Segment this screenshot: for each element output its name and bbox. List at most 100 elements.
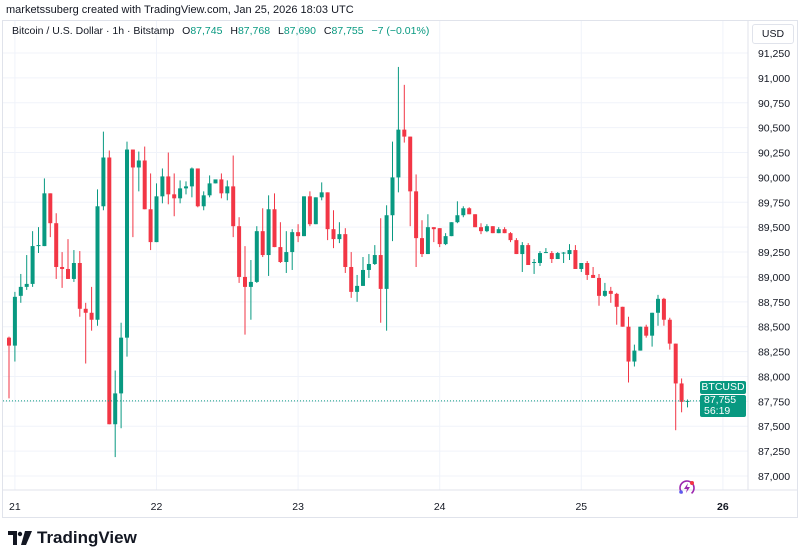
candle-body: [591, 274, 596, 278]
candle-body: [449, 222, 454, 237]
candle: [496, 227, 501, 234]
candle-body: [414, 191, 419, 239]
lightning-alert-icon[interactable]: [677, 478, 697, 498]
candle-body: [526, 245, 531, 265]
candle: [189, 167, 194, 198]
candle: [384, 205, 389, 331]
candle-body: [313, 197, 318, 225]
candle: [296, 224, 301, 243]
tradingview-logo-icon: [8, 531, 32, 545]
candle: [473, 214, 478, 228]
candle-body: [142, 160, 147, 210]
price-tick-label: 89,000: [758, 272, 790, 284]
candle-body: [496, 229, 501, 234]
candle: [514, 238, 519, 255]
candle-body: [296, 232, 301, 237]
candle: [254, 226, 259, 283]
price-tick-label: 89,250: [758, 247, 790, 259]
candlestick-chart[interactable]: 91,250 91,000 90,750 90,500 90,250 90,000 89,7…: [0, 0, 800, 520]
close-label: C: [323, 25, 332, 37]
candle-body: [225, 186, 230, 194]
time-tick-label: 23: [292, 501, 304, 513]
candle: [7, 336, 11, 399]
low-value: 87,690: [283, 25, 316, 37]
price-tick-label: 91,250: [758, 48, 790, 60]
candle-body: [125, 149, 129, 338]
candle-body: [384, 215, 389, 289]
candle-body: [620, 306, 625, 327]
candle-body: [585, 263, 590, 275]
price-tick-label: 89,500: [758, 222, 790, 234]
candle: [18, 273, 23, 303]
candle: [484, 224, 489, 233]
tradingview-logo[interactable]: TradingView: [8, 528, 137, 548]
time-tick-label: 26: [717, 501, 729, 513]
candle: [467, 207, 472, 215]
candle: [113, 370, 118, 458]
candle: [526, 243, 531, 265]
candle-body: [520, 245, 525, 255]
candle-body: [667, 319, 672, 344]
candle: [284, 231, 289, 273]
candle: [219, 173, 224, 199]
candle-body: [189, 168, 194, 187]
candle: [337, 222, 342, 244]
candle-body: [237, 226, 242, 277]
candle: [449, 222, 454, 237]
currency-button[interactable]: USD: [752, 24, 794, 44]
candle-body: [77, 263, 82, 309]
symbol-title[interactable]: Bitcoin / U.S. Dollar · 1h · Bitstamp: [12, 25, 175, 37]
price-tick-label: 90,750: [758, 98, 790, 110]
candle: [479, 223, 483, 235]
candle-body: [343, 234, 348, 267]
price-tick-label: 88,500: [758, 322, 790, 334]
candle-body: [614, 293, 619, 307]
candle: [243, 246, 247, 335]
candle: [431, 227, 436, 243]
candle-body: [260, 231, 265, 256]
candle-body: [579, 263, 584, 269]
candle: [667, 317, 672, 350]
candle: [490, 226, 495, 234]
candle: [390, 141, 395, 242]
candle-body: [461, 208, 466, 216]
candle: [349, 252, 354, 298]
candle-body: [18, 286, 23, 296]
candle: [549, 251, 554, 264]
candle-body: [673, 343, 678, 384]
candle-body: [195, 168, 200, 207]
candle: [532, 259, 537, 274]
candle-body: [254, 231, 259, 282]
last-price-value: 87,755: [704, 393, 737, 406]
high-label: H: [230, 25, 238, 37]
candle-body: [107, 157, 112, 425]
price-tick-label: 90,000: [758, 172, 790, 184]
candle: [656, 294, 660, 326]
candle: [414, 174, 419, 267]
candle: [42, 178, 47, 247]
candle-body: [130, 149, 135, 168]
candle-body: [555, 253, 560, 260]
candle: [148, 173, 153, 251]
candle-body: [284, 252, 289, 263]
candle-body: [420, 238, 424, 255]
candle-body: [490, 226, 495, 234]
chart-credit: marketssuberg created with TradingView.c…: [6, 4, 354, 16]
candle: [207, 175, 212, 198]
candle-body: [514, 240, 519, 255]
candle-body: [573, 250, 578, 269]
candle-body: [248, 281, 253, 287]
candle: [107, 150, 112, 425]
candle-body: [325, 192, 330, 230]
candle: [543, 248, 548, 254]
candle: [679, 378, 684, 413]
candle-body: [207, 183, 212, 196]
candle-body: [101, 157, 106, 207]
candle: [154, 183, 159, 243]
candle: [178, 180, 183, 204]
candle-body: [567, 250, 572, 255]
open-value: 87,745: [190, 25, 223, 37]
candle: [355, 274, 360, 302]
candle: [278, 222, 283, 264]
candles: [7, 66, 690, 458]
